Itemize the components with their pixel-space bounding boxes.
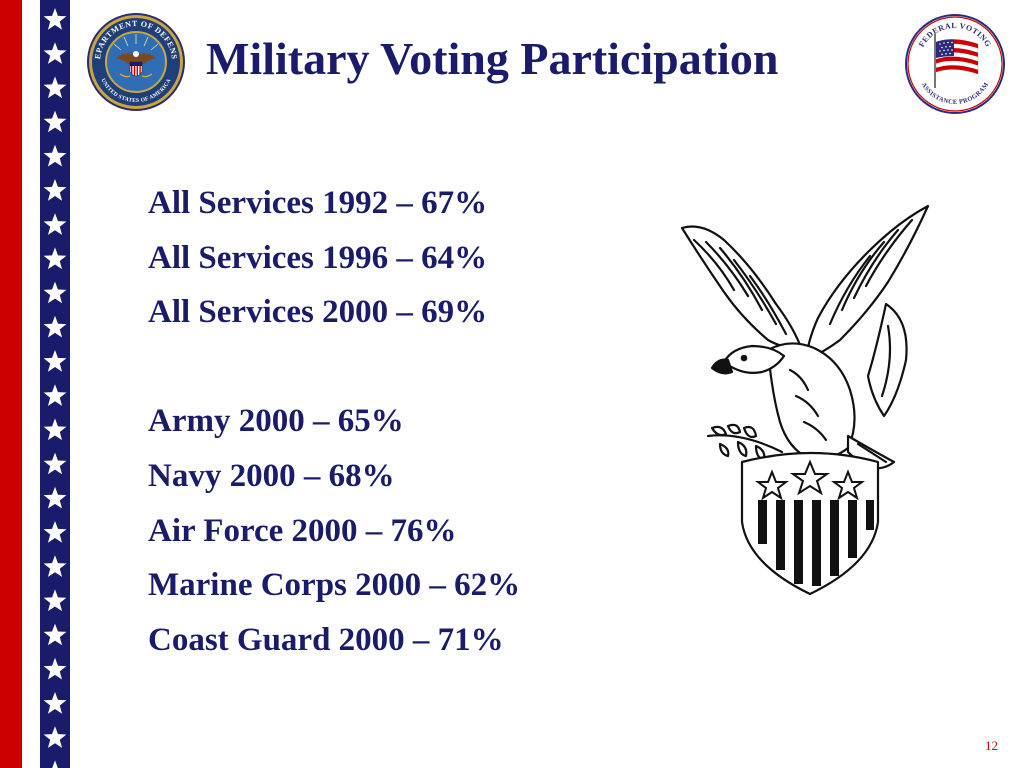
- stat-line: All Services 1992 – 67%: [148, 185, 488, 221]
- red-stripe: [0, 0, 22, 768]
- border-star-icon: [43, 179, 67, 201]
- border-star-icon: [43, 247, 67, 270]
- border-star-icon: [43, 110, 67, 133]
- department-of-defense-seal-icon: DEPARTMENT OF DEFENSE UNITED STATES OF A…: [86, 12, 185, 111]
- star-border-icon: [40, 0, 70, 768]
- border-star-icon: [43, 589, 67, 612]
- eagle-with-shield-icon: [680, 204, 930, 596]
- participation-stats-list: All Services 1992 – 67% All Services 199…: [148, 176, 520, 667]
- stat-line: Coast Guard 2000 – 71%: [148, 621, 504, 658]
- border-star-icon: [43, 726, 67, 748]
- border-star-icon: [43, 555, 67, 577]
- list-spacer: [148, 340, 520, 395]
- border-star-icon: [43, 144, 67, 167]
- border-star-icon: [52, 760, 58, 768]
- border-star-icon: [43, 623, 67, 646]
- page-number: 12: [985, 738, 998, 753]
- federal-voting-assistance-program-logo-icon: FEDERAL VOTING ASSISTANCE PROGRAM: [905, 14, 1005, 114]
- border-star-icon: [43, 8, 67, 30]
- stat-line: Air Force 2000 – 76%: [148, 512, 457, 549]
- border-star-icon: [43, 315, 67, 338]
- border-star-icon: [43, 418, 67, 441]
- border-star-icon: [43, 213, 67, 235]
- border-star-icon: [43, 384, 67, 406]
- stat-line: Navy 2000 – 68%: [148, 457, 395, 494]
- stat-line: Army 2000 – 65%: [148, 403, 404, 440]
- stat-line: All Services 2000 – 69%: [148, 294, 488, 331]
- slide-title: Military Voting Participation: [206, 33, 779, 84]
- stat-line: Marine Corps 2000 – 62%: [148, 567, 521, 604]
- border-star-icon: [43, 350, 67, 372]
- border-star-icon: [43, 486, 67, 509]
- white-stripe: [22, 0, 40, 768]
- border-star-icon: [43, 76, 67, 99]
- border-star-icon: [43, 452, 67, 475]
- border-star-icon: [43, 42, 67, 64]
- border-star-icon: [43, 281, 67, 304]
- border-star-icon: [43, 521, 67, 543]
- border-star-icon: [43, 657, 67, 680]
- border-star-icon: [43, 692, 67, 714]
- stat-line: All Services 1996 – 64%: [148, 239, 488, 276]
